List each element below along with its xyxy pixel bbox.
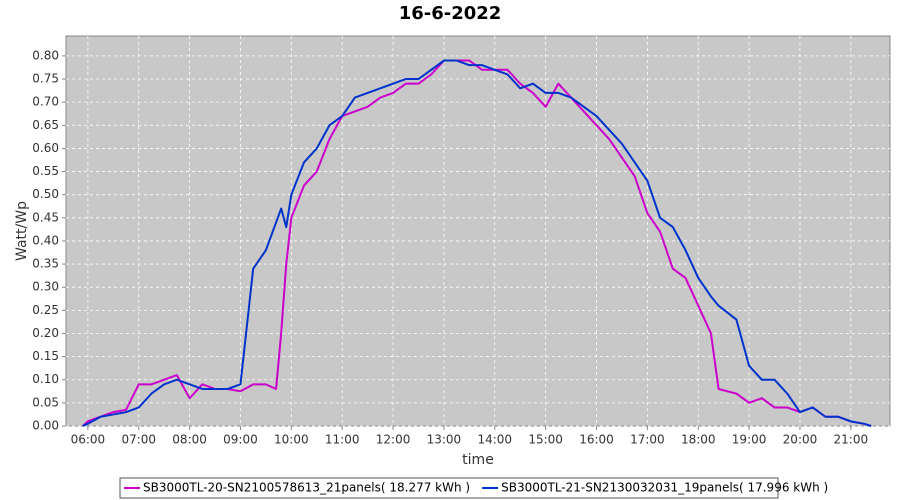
x-tick-label: 11:00 (325, 433, 360, 447)
x-tick-label: 06:00 (71, 433, 106, 447)
y-tick-label: 0.50 (32, 187, 59, 201)
legend-text: SB3000TL-20-SN2100578613_21panels( 18.27… (143, 481, 470, 495)
x-tick-label: 08:00 (172, 433, 207, 447)
x-tick-label: 16:00 (579, 433, 614, 447)
legend (119, 477, 779, 499)
series-line (82, 59, 872, 427)
x-tick-label: 20:00 (783, 433, 818, 447)
y-tick-label: 0.80 (32, 48, 59, 62)
y-tick-label: 0.60 (32, 141, 59, 155)
x-tick-label: 18:00 (681, 433, 716, 447)
x-tick-label: 21:00 (834, 433, 869, 447)
x-tick-label: 09:00 (223, 433, 258, 447)
y-tick-label: 0.00 (32, 419, 59, 433)
y-tick-label: 0.15 (32, 349, 59, 363)
y-tick-label: 0.10 (32, 372, 59, 386)
y-tick-label: 0.65 (32, 118, 59, 132)
x-tick-label: 17:00 (630, 433, 665, 447)
x-tick-label: 10:00 (274, 433, 309, 447)
x-tick-label: 12:00 (376, 433, 411, 447)
y-tick-label: 0.30 (32, 280, 59, 294)
x-tick-label: 07:00 (121, 433, 156, 447)
y-tick-label: 0.55 (32, 164, 59, 178)
y-tick-label: 0.40 (32, 233, 59, 247)
x-tick-label: 14:00 (477, 433, 512, 447)
y-tick-label: 0.70 (32, 95, 59, 109)
y-tick-label: 0.35 (32, 257, 59, 271)
legend-text: SB3000TL-21-SN2130032031_19panels( 17.99… (501, 481, 828, 495)
x-axis-label: time (462, 452, 494, 468)
x-tick-label: 13:00 (427, 433, 462, 447)
x-tick-label: 15:00 (528, 433, 563, 447)
y-tick-label: 0.20 (32, 326, 59, 340)
y-tick-label: 0.45 (32, 210, 59, 224)
plot-area (65, 35, 891, 427)
x-tick-label: 19:00 (732, 433, 767, 447)
y-tick-label: 0.25 (32, 303, 59, 317)
y-axis-label: Watt/Wp (14, 201, 30, 261)
y-tick-label: 0.05 (32, 395, 59, 409)
y-tick-label: 0.75 (32, 72, 59, 86)
chart-title: 16-6-2022 (399, 3, 502, 24)
